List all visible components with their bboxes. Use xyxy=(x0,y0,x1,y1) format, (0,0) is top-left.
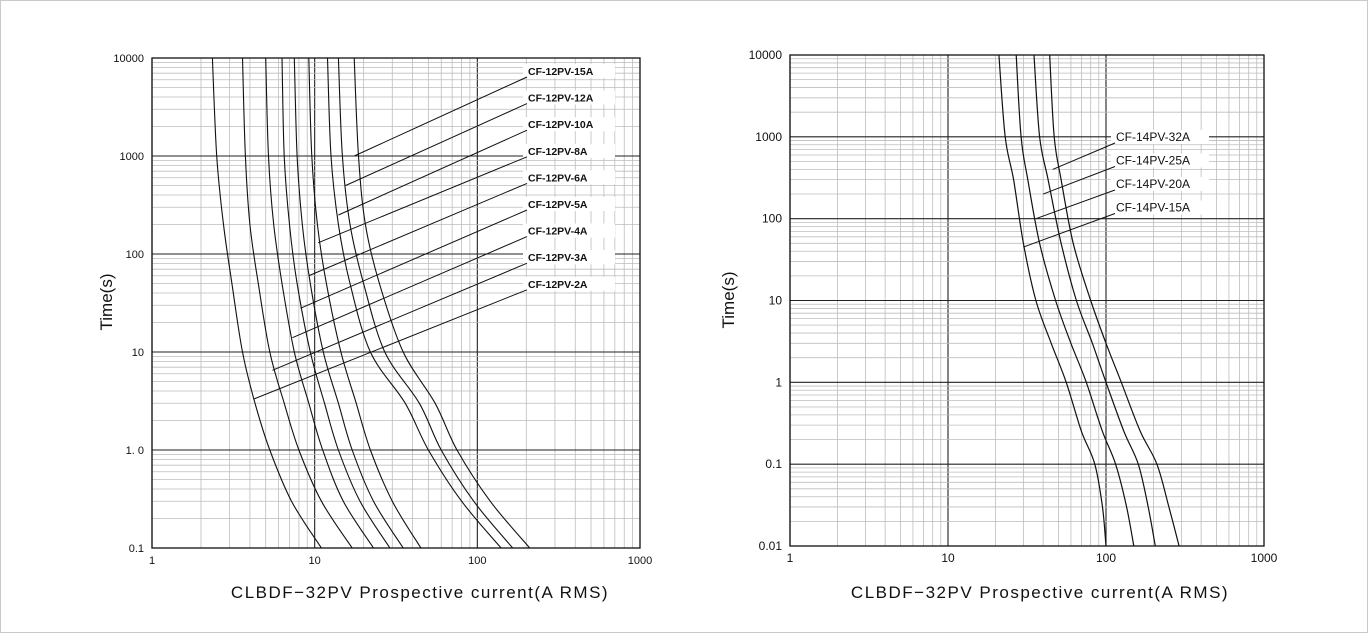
series-line-CF-12PV-8A xyxy=(308,58,422,548)
x-tick-label: 10 xyxy=(941,551,955,565)
series-line-CF-14PV-15A xyxy=(998,55,1107,546)
legend-label: CF-14PV-32A xyxy=(1116,130,1190,144)
y-tick-label: 0.01 xyxy=(759,539,783,553)
x-tick-label: 1 xyxy=(787,551,794,565)
left-grid xyxy=(151,57,641,549)
series-line-CF-12PV-6A xyxy=(293,58,404,548)
legend-label: CF-12PV-8A xyxy=(528,146,588,158)
legend-leader-line xyxy=(253,289,528,400)
legend-label-bg xyxy=(523,250,615,265)
x-tick-label: 100 xyxy=(468,555,486,567)
legend-leader-line xyxy=(300,209,528,309)
y-tick-label: 0.1 xyxy=(129,543,144,555)
legend-leader-line xyxy=(338,129,528,216)
series-line-CF-12PV-3A xyxy=(241,58,353,548)
series-line-CF-14PV-32A xyxy=(1049,55,1180,546)
legend-label: CF-12PV-6A xyxy=(528,172,588,184)
legend-label-bg xyxy=(523,117,615,132)
legend-label-bg xyxy=(523,223,615,238)
legend-label-bg xyxy=(523,90,615,105)
plot-frame xyxy=(789,54,1265,547)
legend-label-bg xyxy=(523,197,615,211)
legend-label-bg xyxy=(523,143,615,158)
legend-leader-line xyxy=(1035,189,1116,220)
y-tick-label: 100 xyxy=(762,212,782,226)
legend-label: CF-14PV-25A xyxy=(1116,154,1190,168)
right-lines xyxy=(998,55,1180,546)
series-line-CF-12PV-12A xyxy=(337,58,514,548)
y-tick-label: 10000 xyxy=(113,53,144,65)
series-line-CF-12PV-10A xyxy=(326,58,502,548)
legend-leader-line xyxy=(272,262,528,371)
right-x-axis-label: CLBDF−32PV Prospective current(A RMS) xyxy=(851,583,1229,602)
legend-label-bg xyxy=(1111,177,1209,191)
right-ticks: 1 10 100 1000 0.01 0.1 1 10 100 1000 10000 xyxy=(749,48,1278,565)
legend-leader-line xyxy=(353,76,528,157)
y-tick-label: 0.1 xyxy=(765,457,782,471)
left-lines xyxy=(211,58,531,548)
left-legend: CF-12PV-15A CF-12PV-12A CF-12PV-10A CF-12PV… xyxy=(253,64,615,400)
y-tick-label: 1000 xyxy=(120,151,144,163)
legend-label-bg xyxy=(523,276,615,291)
legend-leader-line xyxy=(292,236,528,339)
legend-label: CF-12PV-15A xyxy=(528,66,594,78)
y-tick-label: 10 xyxy=(132,347,144,359)
x-tick-label: 100 xyxy=(1096,551,1116,565)
series-line-CF-12PV-15A xyxy=(353,58,531,548)
legend-label: CF-12PV-10A xyxy=(528,119,594,131)
legend-leader-line xyxy=(345,103,528,186)
right-y-axis-label: Time(s) xyxy=(719,272,738,329)
right-chart: CF-14PV-32A CF-14PV-25A CF-14PV-20A CF-14PV… xyxy=(719,48,1278,602)
y-tick-label: 1000 xyxy=(755,130,782,144)
legend-label: CF-14PV-15A xyxy=(1116,201,1190,215)
legend-label-bg xyxy=(1111,130,1209,144)
y-tick-label: 10000 xyxy=(749,48,783,62)
legend-leader-line xyxy=(317,156,528,244)
legend-leader-line xyxy=(1042,166,1116,195)
left-chart: CF-12PV-15A CF-12PV-12A CF-12PV-10A CF-12PV… xyxy=(97,53,652,602)
legend-label-bg xyxy=(1111,200,1209,215)
legend-label: CF-14PV-20A xyxy=(1116,177,1190,191)
legend-label-bg xyxy=(523,64,615,78)
series-line-CF-14PV-25A xyxy=(1033,55,1156,546)
legend-label: CF-12PV-5A xyxy=(528,199,588,211)
legend-leader-line xyxy=(1023,213,1116,248)
y-tick-label: 1 xyxy=(775,375,782,389)
legend-label-bg xyxy=(1111,153,1209,168)
legend-leader-line xyxy=(1052,142,1116,170)
x-tick-label: 10 xyxy=(309,555,321,567)
y-tick-label: 100 xyxy=(126,249,144,261)
series-line-CF-12PV-4A xyxy=(265,58,374,548)
y-tick-label: 10 xyxy=(769,294,783,308)
left-ticks: 1 10 100 1000 0.1 1. 0 10 100 1000 10000 xyxy=(113,53,652,567)
x-tick-label: 1 xyxy=(149,555,155,567)
right-legend: CF-14PV-32A CF-14PV-25A CF-14PV-20A CF-14PV… xyxy=(1023,130,1209,248)
x-tick-label: 1000 xyxy=(1251,551,1278,565)
left-x-axis-label: CLBDF−32PV Prospective current(A RMS) xyxy=(231,583,609,602)
y-tick-label: 1. 0 xyxy=(126,445,144,457)
series-line-CF-12PV-2A xyxy=(211,58,322,548)
legend-leader-line xyxy=(308,182,528,277)
legend-label-bg xyxy=(523,170,615,185)
legend-label: CF-12PV-4A xyxy=(528,226,588,238)
series-line-CF-14PV-20A xyxy=(1015,55,1135,546)
legend-label: CF-12PV-3A xyxy=(528,252,588,264)
right-grid xyxy=(789,54,1265,547)
legend-label: CF-12PV-12A xyxy=(528,93,594,105)
legend-label: CF-12PV-2A xyxy=(528,279,588,291)
left-y-axis-label: Time(s) xyxy=(97,274,116,331)
series-line-CF-12PV-5A xyxy=(281,58,391,548)
plot-frame xyxy=(151,57,641,549)
x-tick-label: 1000 xyxy=(628,555,652,567)
